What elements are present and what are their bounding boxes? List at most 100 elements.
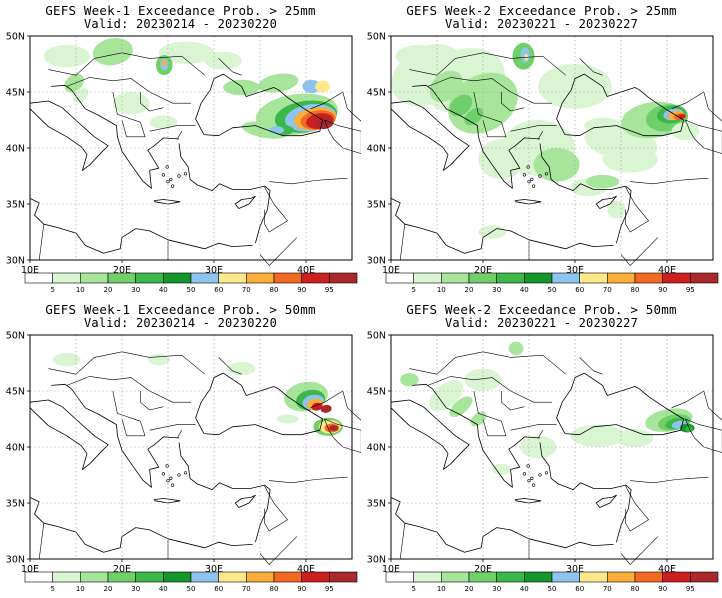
- probability-contour: [533, 148, 580, 182]
- colorbar-label: 95: [325, 286, 334, 294]
- colorbar-label: 90: [297, 286, 306, 294]
- country-border: [473, 390, 507, 437]
- colorbar-swatch: [107, 571, 137, 583]
- probability-contour: [149, 115, 178, 129]
- colorbar-swatch: [135, 272, 164, 284]
- island: [234, 195, 256, 209]
- island: [234, 494, 256, 508]
- colorbar-swatch: [496, 571, 525, 583]
- colorbar: 5 10 20 30 40 50 60 70 80 90 95: [385, 571, 719, 593]
- probability-contour: [429, 70, 463, 103]
- probability-contour: [538, 64, 612, 109]
- island: [183, 172, 188, 176]
- colorbar-label: 40: [159, 585, 168, 593]
- lat-label: 45N: [6, 387, 25, 398]
- colorbar-swatch: [135, 571, 164, 583]
- colorbar-label: 5: [50, 286, 54, 294]
- colorbar-swatch: [385, 272, 415, 284]
- lon-label: 10E: [21, 564, 39, 575]
- country-border: [66, 376, 191, 403]
- probability-contour: [258, 73, 299, 93]
- colorbar-swatch: [218, 571, 247, 583]
- lat-label: 30N: [367, 555, 386, 566]
- panel-title: GEFS Week-2 Exceedance Prob. > 50mm: [406, 302, 677, 317]
- colorbar-swatch: [634, 571, 664, 583]
- probability-contour: [492, 463, 511, 475]
- panel-valid-dates: Valid: 20230214 - 20230220: [83, 17, 278, 31]
- colorbar-label: 95: [686, 286, 695, 294]
- island: [544, 172, 549, 176]
- colorbar-swatch: [607, 571, 636, 583]
- panel-title: GEFS Week-1 Exceedance Prob. > 50mm: [45, 302, 316, 317]
- lat-label: 35N: [6, 200, 25, 211]
- country-border: [269, 476, 348, 484]
- panel-week2-50mm: GEFS Week-2 Exceedance Prob. > 50mm Vali…: [361, 299, 722, 598]
- colorbar-label: 90: [658, 585, 667, 593]
- colorbar-label: 50: [548, 585, 557, 593]
- country-border: [399, 224, 406, 261]
- coastline: [29, 100, 109, 171]
- lat-label: 30N: [6, 256, 25, 267]
- colorbar-swatch: [551, 272, 581, 284]
- colorbar-label: 50: [187, 286, 196, 294]
- probability-contour: [227, 361, 256, 376]
- probability-contour: [223, 79, 260, 96]
- colorbar-label: 70: [242, 585, 251, 593]
- island: [514, 498, 542, 504]
- island: [530, 177, 534, 181]
- coastlines: [390, 52, 722, 266]
- colorbar-label: 90: [297, 585, 306, 593]
- lon-label: 30E: [205, 564, 223, 575]
- colorbar: 5 10 20 30 40 50 60 70 80 90 95: [385, 272, 719, 294]
- coastline: [412, 383, 541, 488]
- colorbar-label: 90: [658, 286, 667, 294]
- colorbar-label: 20: [465, 585, 474, 593]
- colorbar-swatch: [163, 571, 192, 583]
- coastline: [556, 372, 685, 436]
- lat-label: 35N: [367, 200, 386, 211]
- probability-contour: [584, 117, 621, 134]
- coastline: [539, 143, 632, 244]
- colorbar-label: 40: [520, 585, 529, 593]
- country-border: [473, 91, 507, 138]
- colorbar-swatch: [385, 571, 415, 583]
- probability-contour: [429, 379, 464, 412]
- colorbar-label: 80: [631, 286, 640, 294]
- country-border: [149, 424, 196, 431]
- island: [169, 177, 173, 181]
- colorbar-label: 20: [465, 286, 474, 294]
- graticule: [30, 335, 352, 559]
- colorbar-swatch: [190, 571, 220, 583]
- colorbar-swatch: [80, 272, 109, 284]
- lon-label: 10E: [21, 265, 39, 276]
- colorbar-label: 70: [242, 286, 251, 294]
- colorbar: 5 10 20 30 40 50 60 70 80 90 95: [24, 272, 358, 294]
- country-border: [259, 237, 298, 266]
- coastlines: [29, 351, 361, 565]
- island: [161, 472, 165, 476]
- probability-contour: [315, 117, 334, 130]
- graticule: [391, 335, 713, 559]
- lon-label: 40E: [297, 265, 315, 276]
- colorbar-swatch: [163, 272, 192, 284]
- country-border: [112, 390, 146, 437]
- lat-label: 50N: [367, 331, 386, 342]
- colorbar-swatch: [328, 571, 358, 583]
- colorbar-label: 40: [520, 286, 529, 294]
- lon-label: 30E: [205, 265, 223, 276]
- lat-label: 40N: [6, 144, 25, 155]
- probability-contour: [158, 41, 214, 64]
- graticule: [391, 36, 713, 260]
- colorbar-label: 80: [270, 286, 279, 294]
- island: [544, 471, 549, 475]
- colorbar-swatch: [441, 571, 470, 583]
- colorbar-swatch: [579, 272, 608, 284]
- coastline: [29, 399, 109, 470]
- island: [595, 195, 617, 209]
- lon-label: 10E: [382, 564, 400, 575]
- probability-contour: [53, 352, 81, 367]
- colorbar-swatch: [52, 272, 81, 284]
- colorbar: 5 10 20 30 40 50 60 70 80 90 95: [24, 571, 358, 593]
- lon-label: 10E: [382, 265, 400, 276]
